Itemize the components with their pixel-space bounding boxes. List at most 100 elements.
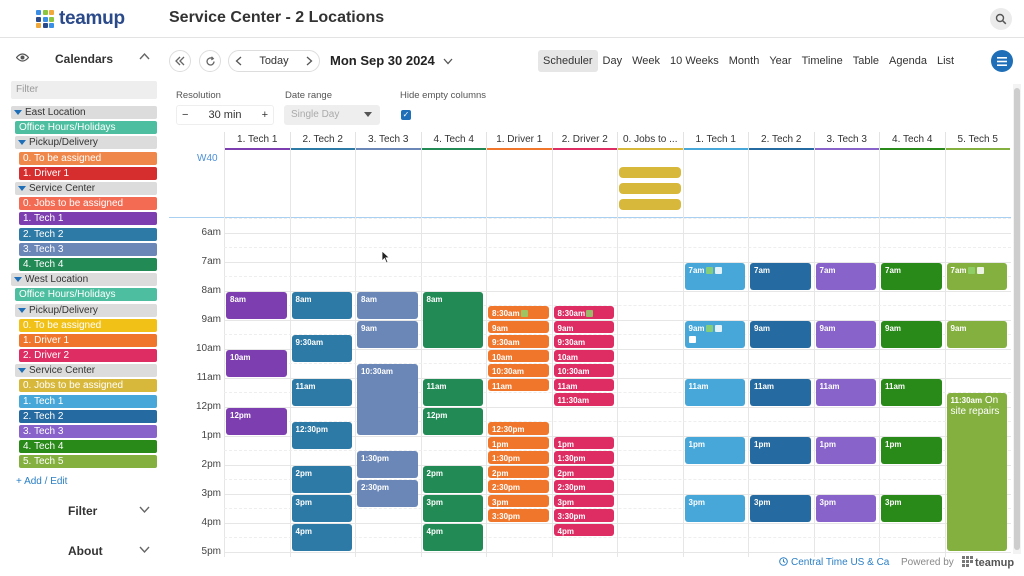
- calendar-item[interactable]: 1. Tech 1: [11, 211, 157, 226]
- calendar-item[interactable]: Office Hours/Holidays: [11, 120, 157, 135]
- expand-triangle-icon[interactable]: [18, 368, 26, 374]
- calendar-event[interactable]: 3:30pm: [488, 509, 549, 522]
- calendar-event[interactable]: 10am: [553, 349, 614, 362]
- view-tab-timeline[interactable]: Timeline: [801, 55, 843, 67]
- calendar-group[interactable]: Pickup/Delivery: [11, 135, 157, 150]
- calendar-event[interactable]: 1:30pm: [357, 451, 418, 478]
- calendar-event[interactable]: 2pm: [553, 465, 614, 478]
- calendar-event[interactable]: 10:30am: [488, 364, 549, 377]
- calendar-event[interactable]: 1pm: [488, 436, 549, 449]
- calendar-event[interactable]: 7am: [881, 262, 942, 290]
- expand-triangle-icon[interactable]: [14, 110, 22, 116]
- calendar-event[interactable]: 9am: [881, 320, 942, 348]
- calendar-event[interactable]: 1pm: [815, 436, 876, 464]
- resolution-stepper[interactable]: − 30 min +: [176, 105, 274, 125]
- calendar-event[interactable]: 12:30pm: [488, 422, 549, 435]
- calendar-event[interactable]: 9:30am: [291, 335, 352, 362]
- plus-icon[interactable]: +: [261, 109, 268, 121]
- filter-section[interactable]: Filter: [0, 502, 165, 522]
- calendar-event[interactable]: 11am: [684, 378, 745, 406]
- search-button[interactable]: [990, 8, 1012, 30]
- calendar-item[interactable]: 0. Jobs to be assigned: [11, 196, 157, 211]
- calendar-event[interactable]: 3pm: [750, 494, 811, 522]
- calendar-event[interactable]: 9am: [553, 320, 614, 333]
- calendar-item[interactable]: 4. Tech 4: [11, 439, 157, 454]
- calendar-event[interactable]: 1pm: [553, 436, 614, 449]
- calendar-event[interactable]: 11am: [291, 378, 352, 406]
- calendar-event[interactable]: 8:30am: [488, 306, 549, 319]
- footer-brand[interactable]: teamup: [962, 556, 1014, 569]
- column-header[interactable]: 1. Tech 1: [224, 132, 290, 150]
- calendar-item[interactable]: 1. Tech 1: [11, 394, 157, 409]
- column-header[interactable]: 0. Jobs to ...: [617, 132, 683, 150]
- view-tab-day[interactable]: Day: [602, 55, 623, 67]
- view-tab-week[interactable]: Week: [632, 55, 661, 67]
- calendar-event[interactable]: 7am: [946, 262, 1007, 290]
- calendar-event[interactable]: 11am: [881, 378, 942, 406]
- calendar-event[interactable]: 9am: [357, 320, 418, 348]
- calendar-event[interactable]: 3pm: [881, 494, 942, 522]
- eye-icon[interactable]: [16, 52, 29, 63]
- calendar-event[interactable]: 12:30pm: [291, 422, 352, 449]
- column-header[interactable]: 4. Tech 4: [420, 132, 486, 150]
- calendar-event[interactable]: 10am: [226, 349, 287, 377]
- calendar-event[interactable]: 7am: [815, 262, 876, 290]
- date-range-select[interactable]: Single Day: [284, 105, 380, 125]
- teamup-logo[interactable]: teamup: [36, 8, 125, 30]
- calendar-event[interactable]: 9am: [684, 320, 745, 348]
- calendar-event[interactable]: 12pm: [226, 407, 287, 435]
- view-tab-scheduler[interactable]: Scheduler: [538, 50, 598, 72]
- calendar-event[interactable]: 2:30pm: [357, 480, 418, 507]
- calendar-event[interactable]: 12pm: [422, 407, 483, 435]
- column-header[interactable]: 4. Tech 4: [879, 132, 945, 150]
- calendar-event[interactable]: 3pm: [488, 494, 549, 507]
- calendar-item[interactable]: 1. Driver 1: [11, 166, 157, 181]
- calendar-item[interactable]: 0. To be assigned: [11, 318, 157, 333]
- calendar-item[interactable]: 1. Driver 1: [11, 333, 157, 348]
- main-menu-button[interactable]: [991, 50, 1013, 72]
- minus-icon[interactable]: −: [182, 109, 189, 121]
- calendar-event[interactable]: 2pm: [291, 465, 352, 493]
- chevron-right-icon[interactable]: [306, 56, 313, 66]
- calendar-event[interactable]: 3:30pm: [553, 509, 614, 522]
- calendar-event[interactable]: 8am: [291, 291, 352, 319]
- all-day-event[interactable]: [619, 183, 681, 194]
- date-picker[interactable]: Mon Sep 30 2024: [330, 53, 453, 68]
- calendar-event[interactable]: 11am: [750, 378, 811, 406]
- column-header[interactable]: 2. Tech 2: [289, 132, 355, 150]
- calendar-event[interactable]: 1pm: [750, 436, 811, 464]
- view-tab-agenda[interactable]: Agenda: [889, 55, 927, 67]
- calendar-event[interactable]: 8am: [226, 291, 287, 319]
- chevron-left-icon[interactable]: [235, 56, 242, 66]
- calendar-event[interactable]: 11am: [815, 378, 876, 406]
- calendar-event[interactable]: 9:30am: [553, 335, 614, 348]
- calendar-item[interactable]: 0. To be assigned: [11, 151, 157, 166]
- expand-triangle-icon[interactable]: [14, 277, 22, 283]
- expand-triangle-icon[interactable]: [18, 140, 26, 146]
- calendar-item[interactable]: 2. Tech 2: [11, 409, 157, 424]
- chevron-up-icon[interactable]: [139, 52, 150, 60]
- calendar-event[interactable]: 3pm: [422, 494, 483, 522]
- calendar-item[interactable]: 3. Tech 3: [11, 424, 157, 439]
- calendar-event[interactable]: 9am: [946, 320, 1007, 348]
- calendar-item[interactable]: 2. Driver 2: [11, 348, 157, 363]
- view-tab-month[interactable]: Month: [728, 55, 760, 67]
- add-edit-link[interactable]: + Add / Edit: [16, 476, 68, 487]
- all-day-event[interactable]: [619, 167, 681, 178]
- calendar-event[interactable]: 1pm: [684, 436, 745, 464]
- calendar-event[interactable]: 1pm: [881, 436, 942, 464]
- calendar-event[interactable]: 9:30am: [488, 335, 549, 348]
- view-tab-list[interactable]: List: [936, 55, 955, 67]
- column-header[interactable]: 3. Tech 3: [355, 132, 421, 150]
- calendar-event[interactable]: 11:30am On site repairs: [946, 393, 1007, 551]
- calendar-event[interactable]: 9am: [750, 320, 811, 348]
- calendar-event[interactable]: 7am: [750, 262, 811, 290]
- calendar-event[interactable]: 2pm: [488, 465, 549, 478]
- timezone-link[interactable]: Central Time US & Ca: [779, 557, 889, 568]
- calendar-event[interactable]: 8:30am: [553, 306, 614, 319]
- hide-empty-columns-checkbox[interactable]: ✓: [401, 110, 411, 120]
- calendar-event[interactable]: 10am: [488, 349, 549, 362]
- calendar-item[interactable]: 4. Tech 4: [11, 257, 157, 272]
- calendar-item[interactable]: 0. Jobs to be assigned: [11, 378, 157, 393]
- calendar-event[interactable]: 9am: [815, 320, 876, 348]
